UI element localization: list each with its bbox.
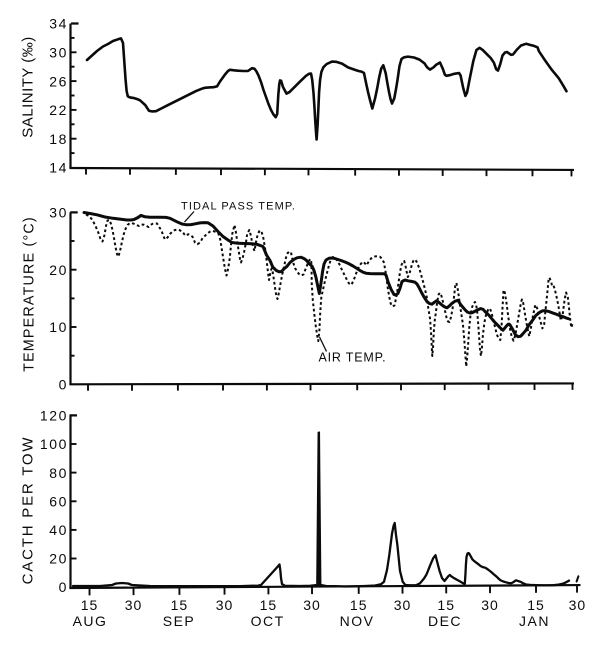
svg-text:CACTH PER TOW: CACTH PER TOW: [20, 436, 37, 585]
svg-text:OCT: OCT: [251, 613, 285, 629]
svg-text:30: 30: [481, 597, 499, 613]
svg-text:22: 22: [49, 102, 68, 118]
svg-text:30: 30: [125, 597, 143, 613]
svg-text:AIR TEMP.: AIR TEMP.: [319, 351, 387, 365]
svg-text:15: 15: [260, 597, 278, 613]
svg-text:SALINITY (‰): SALINITY (‰): [20, 36, 37, 138]
svg-text:14: 14: [49, 160, 68, 176]
svg-text:0: 0: [59, 579, 68, 595]
svg-text:34: 34: [49, 16, 68, 32]
svg-text:30: 30: [49, 45, 68, 61]
svg-text:100: 100: [40, 436, 68, 452]
svg-text:40: 40: [49, 522, 68, 538]
svg-text:TEMPERATURE (°C): TEMPERATURE (°C): [22, 216, 38, 372]
svg-text:20: 20: [49, 551, 68, 567]
svg-text:15: 15: [437, 597, 455, 613]
svg-text:30: 30: [49, 205, 68, 221]
svg-text:30: 30: [303, 597, 321, 613]
svg-text:AUG: AUG: [73, 613, 108, 629]
svg-text:15: 15: [527, 597, 545, 613]
svg-text:20: 20: [49, 262, 68, 278]
svg-text:0: 0: [59, 377, 68, 393]
svg-text:30: 30: [216, 597, 234, 613]
svg-text:15: 15: [171, 597, 189, 613]
svg-text:NOV: NOV: [340, 613, 375, 629]
svg-text:18: 18: [49, 131, 68, 147]
svg-text:30: 30: [394, 597, 412, 613]
svg-text:15: 15: [81, 597, 99, 613]
svg-text:26: 26: [49, 73, 68, 89]
svg-text:80: 80: [49, 465, 68, 481]
svg-text:120: 120: [40, 408, 68, 424]
svg-text:60: 60: [49, 494, 68, 510]
svg-text:TIDAL PASS TEMP.: TIDAL PASS TEMP.: [181, 201, 296, 213]
svg-text:10: 10: [49, 319, 68, 335]
svg-text:30: 30: [569, 597, 587, 613]
svg-text:SEP: SEP: [163, 613, 196, 629]
svg-text:JAN: JAN: [519, 613, 550, 629]
svg-text:15: 15: [350, 597, 368, 613]
svg-text:DEC: DEC: [428, 613, 462, 629]
